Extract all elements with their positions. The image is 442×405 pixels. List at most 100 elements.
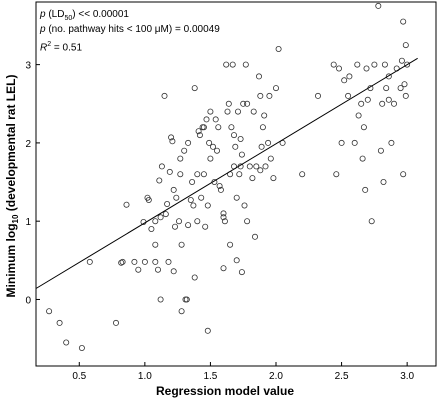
data-point-14: [145, 196, 152, 203]
x-axis-label: Regression model value: [155, 384, 295, 398]
data-point-15: [148, 225, 155, 232]
data-point-95: [249, 175, 256, 182]
data-point-127: [362, 186, 369, 193]
data-point-145: [400, 18, 407, 25]
data-point-115: [333, 171, 340, 178]
data-point-51: [196, 132, 203, 139]
data-point-126: [360, 124, 367, 131]
data-point-140: [390, 100, 397, 107]
data-point-78: [229, 61, 236, 68]
data-point-157: [257, 167, 264, 174]
stat-annotation-1: p (LD50) << 0.00001: [40, 9, 129, 22]
y-axis-label-wrap: Minimum log10 (developmental rat LEL): [0, 0, 24, 405]
data-point-66: [213, 147, 220, 154]
data-point-61: [207, 108, 214, 115]
axis-tick-labels: 0.5 1.0 1.5 2.0 2.5 3.0 0 1 2 3: [25, 61, 414, 382]
plot-frame: [35, 1, 437, 367]
data-point-31: [170, 268, 177, 275]
data-point-34: [175, 218, 182, 225]
data-point-44: [187, 196, 194, 203]
data-point-54: [200, 124, 207, 131]
data-point-107: [267, 155, 274, 162]
data-point-23: [158, 163, 165, 170]
data-point-3: [78, 344, 85, 351]
data-point-100: [257, 92, 264, 99]
data-point-57: [203, 116, 210, 123]
data-point-36: [177, 171, 184, 178]
data-point-6: [118, 259, 125, 266]
data-point-12: [141, 258, 148, 265]
data-point-97: [251, 233, 258, 240]
data-point-56: [202, 223, 209, 230]
data-point-2: [63, 339, 70, 346]
data-point-62: [207, 155, 214, 162]
data-point-135: [380, 178, 387, 185]
data-point-69: [220, 265, 227, 272]
data-point-143: [398, 57, 405, 64]
data-point-1: [56, 319, 63, 326]
data-point-72: [221, 218, 228, 225]
data-point-99: [255, 73, 262, 80]
data-point-26: [164, 200, 171, 207]
data-point-20: [156, 177, 163, 184]
data-point-35: [177, 155, 184, 162]
data-point-149: [402, 92, 409, 99]
data-point-142: [397, 85, 404, 92]
data-point-46: [191, 85, 198, 92]
data-point-9: [131, 258, 138, 265]
data-point-32: [171, 223, 178, 230]
data-point-93: [244, 218, 251, 225]
y-tick-label-1: 1: [25, 217, 31, 228]
data-point-150: [385, 73, 392, 80]
data-point-33: [173, 194, 180, 201]
data-point-90: [241, 202, 248, 209]
data-point-60: [206, 139, 213, 146]
data-point-91: [242, 61, 249, 68]
data-point-86: [237, 135, 244, 142]
data-point-152: [238, 151, 245, 158]
data-point-103: [261, 112, 268, 119]
data-point-18: [152, 258, 159, 265]
data-point-74: [224, 108, 231, 115]
y-tick-label-3: 3: [25, 61, 31, 72]
data-point-38: [178, 308, 185, 315]
data-point-24: [161, 92, 168, 99]
data-point-124: [358, 100, 365, 107]
data-point-102: [259, 124, 266, 131]
data-points: [46, 2, 411, 351]
data-point-139: [388, 139, 395, 146]
data-point-79: [230, 132, 237, 139]
x-tick-label-3: 2.0: [269, 371, 283, 382]
data-point-37: [178, 241, 185, 248]
data-point-133: [377, 147, 384, 154]
data-point-84: [234, 108, 241, 115]
data-point-113: [314, 92, 321, 99]
axis-ticks: [36, 64, 408, 366]
data-point-52: [198, 194, 205, 201]
data-point-146: [401, 81, 408, 88]
data-point-65: [212, 116, 219, 123]
y-tick-label-0: 0: [25, 295, 31, 306]
data-point-148: [404, 61, 411, 68]
data-point-106: [266, 92, 273, 99]
y-axis-label: Minimum log10 (developmental rat LEL): [3, 74, 21, 298]
data-point-17: [152, 241, 159, 248]
x-tick-label-5: 3.0: [400, 371, 414, 382]
data-point-108: [270, 175, 277, 182]
data-point-138: [385, 96, 392, 103]
data-point-109: [272, 85, 279, 92]
data-point-27: [165, 258, 172, 265]
data-point-83: [233, 194, 240, 201]
data-point-28: [168, 134, 175, 141]
data-point-144: [400, 171, 407, 178]
data-point-68: [217, 186, 224, 193]
data-point-88: [238, 269, 245, 276]
data-point-122: [354, 61, 361, 68]
data-point-41: [183, 296, 190, 303]
data-point-67: [215, 124, 222, 131]
data-point-98: [253, 163, 260, 170]
data-point-22: [157, 214, 164, 221]
data-point-7: [119, 258, 126, 265]
data-point-153: [216, 182, 223, 189]
